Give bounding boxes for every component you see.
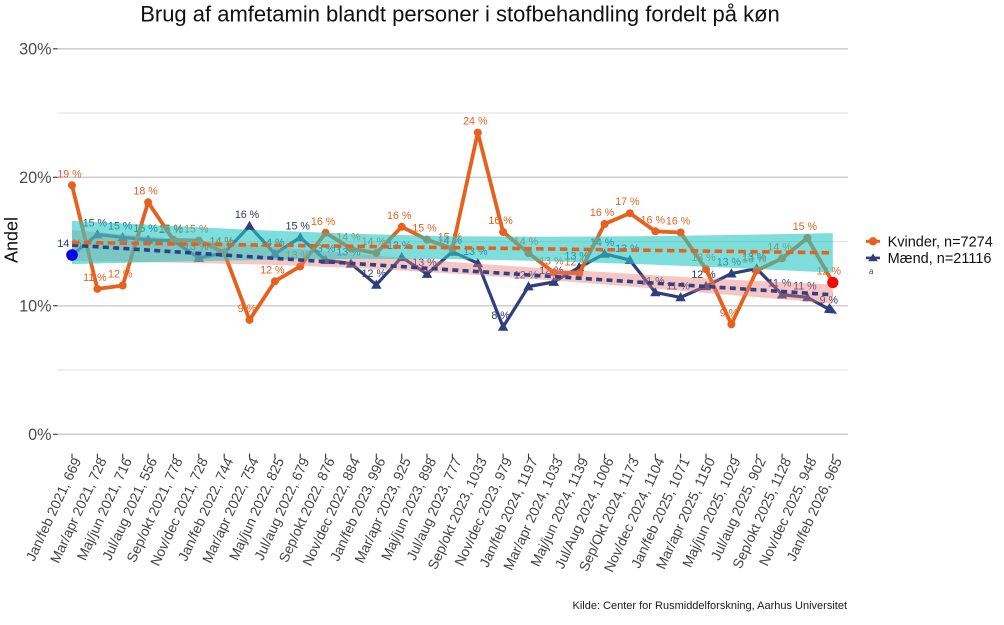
svg-text:20%: 20% xyxy=(19,169,51,187)
svg-text:16 %: 16 % xyxy=(235,209,260,221)
svg-text:a: a xyxy=(869,267,874,276)
svg-text:Mænd, n=21116: Mænd, n=21116 xyxy=(888,251,992,267)
svg-text:15 %: 15 % xyxy=(793,221,818,233)
svg-text:16 %: 16 % xyxy=(666,216,691,228)
svg-text:11 %: 11 % xyxy=(793,280,817,292)
svg-text:16 %: 16 % xyxy=(590,207,615,219)
svg-text:18 %: 18 % xyxy=(133,185,158,197)
svg-text:10%: 10% xyxy=(19,297,51,315)
svg-text:9 %: 9 % xyxy=(820,294,839,306)
svg-text:30%: 30% xyxy=(19,40,51,58)
svg-text:15 %: 15 % xyxy=(286,220,311,232)
svg-text:12 %: 12 % xyxy=(260,264,285,276)
svg-text:Kvinder, n=7274: Kvinder, n=7274 xyxy=(888,234,993,250)
svg-text:16 %: 16 % xyxy=(311,216,336,228)
svg-text:24 %: 24 % xyxy=(463,116,488,128)
svg-text:17 %: 17 % xyxy=(615,196,640,208)
svg-text:13 %: 13 % xyxy=(412,257,437,269)
svg-text:16 %: 16 % xyxy=(387,210,412,222)
svg-text:15 %: 15 % xyxy=(412,223,437,235)
svg-text:Kilde: Center for Rusmiddelfor: Kilde: Center for Rusmiddelforskning, Aa… xyxy=(572,600,847,612)
svg-text:Brug af amfetamin blandt perso: Brug af amfetamin blandt personer i stof… xyxy=(140,2,780,27)
svg-text:Andel: Andel xyxy=(2,217,22,263)
svg-text:0%: 0% xyxy=(28,426,51,444)
svg-text:19 %: 19 % xyxy=(57,168,82,180)
